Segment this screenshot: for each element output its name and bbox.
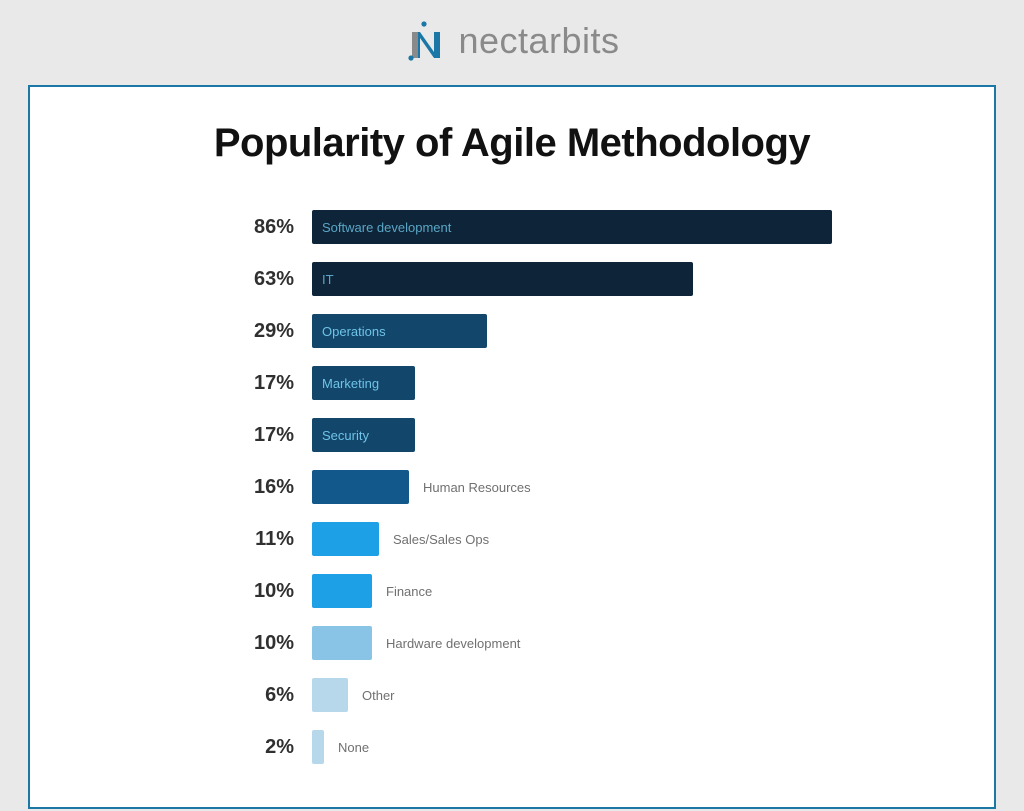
percent-label: 2% bbox=[240, 736, 312, 759]
percent-label: 29% bbox=[240, 320, 312, 343]
chart-row: 29% Operations bbox=[240, 314, 890, 348]
brand-logo-icon bbox=[404, 18, 450, 64]
bar-area: Security bbox=[312, 418, 890, 452]
brand-logo: nectarbits bbox=[404, 18, 619, 64]
percent-label: 6% bbox=[240, 684, 312, 707]
chart-row: 10% Hardware development bbox=[240, 626, 890, 660]
bar-label: Hardware development bbox=[386, 637, 520, 650]
bar-area: Finance bbox=[312, 574, 890, 608]
bar bbox=[312, 626, 372, 660]
page: nectarbits Popularity of Agile Methodolo… bbox=[0, 0, 1024, 811]
chart-row: 6% Other bbox=[240, 678, 890, 712]
bar-label: Marketing bbox=[322, 377, 379, 390]
chart-row: 63% IT bbox=[240, 262, 890, 296]
bar: Operations bbox=[312, 314, 487, 348]
bar-label: Software development bbox=[322, 221, 451, 234]
bar bbox=[312, 574, 372, 608]
logo-area: nectarbits bbox=[28, 18, 996, 69]
percent-label: 10% bbox=[240, 632, 312, 655]
bar-label: Sales/Sales Ops bbox=[393, 533, 489, 546]
chart-row: 16% Human Resources bbox=[240, 470, 890, 504]
bar bbox=[312, 730, 324, 764]
chart-row: 10% Finance bbox=[240, 574, 890, 608]
chart-row: 17% Marketing bbox=[240, 366, 890, 400]
bar-chart: 86% Software development 63% IT 29% Operation… bbox=[240, 210, 890, 764]
bar-area: Software development bbox=[312, 210, 890, 244]
bar: Security bbox=[312, 418, 415, 452]
bar-area: Human Resources bbox=[312, 470, 890, 504]
bar-label: Operations bbox=[322, 325, 386, 338]
chart-row: 2% None bbox=[240, 730, 890, 764]
bar-label: Other bbox=[362, 689, 395, 702]
percent-label: 11% bbox=[240, 528, 312, 551]
bar-area: Other bbox=[312, 678, 890, 712]
bar: Software development bbox=[312, 210, 832, 244]
bar-label: Human Resources bbox=[423, 481, 531, 494]
bar: IT bbox=[312, 262, 693, 296]
bar-label: Finance bbox=[386, 585, 432, 598]
percent-label: 63% bbox=[240, 268, 312, 291]
percent-label: 86% bbox=[240, 216, 312, 239]
bar-label: IT bbox=[322, 273, 334, 286]
chart-row: 17% Security bbox=[240, 418, 890, 452]
percent-label: 10% bbox=[240, 580, 312, 603]
bar-label: Security bbox=[322, 429, 369, 442]
chart-row: 86% Software development bbox=[240, 210, 890, 244]
bar-area: None bbox=[312, 730, 890, 764]
brand-name: nectarbits bbox=[458, 20, 619, 62]
bar-area: IT bbox=[312, 262, 890, 296]
bar-area: Operations bbox=[312, 314, 890, 348]
bar bbox=[312, 678, 348, 712]
percent-label: 17% bbox=[240, 424, 312, 447]
bar-area: Sales/Sales Ops bbox=[312, 522, 890, 556]
chart-row: 11% Sales/Sales Ops bbox=[240, 522, 890, 556]
bar-area: Hardware development bbox=[312, 626, 890, 660]
chart-card: Popularity of Agile Methodology 86% Softw… bbox=[28, 85, 996, 809]
percent-label: 17% bbox=[240, 372, 312, 395]
bar bbox=[312, 470, 409, 504]
percent-label: 16% bbox=[240, 476, 312, 499]
bar-area: Marketing bbox=[312, 366, 890, 400]
bar: Marketing bbox=[312, 366, 415, 400]
bar bbox=[312, 522, 379, 556]
chart-title: Popularity of Agile Methodology bbox=[70, 121, 954, 166]
bar-label: None bbox=[338, 741, 369, 754]
